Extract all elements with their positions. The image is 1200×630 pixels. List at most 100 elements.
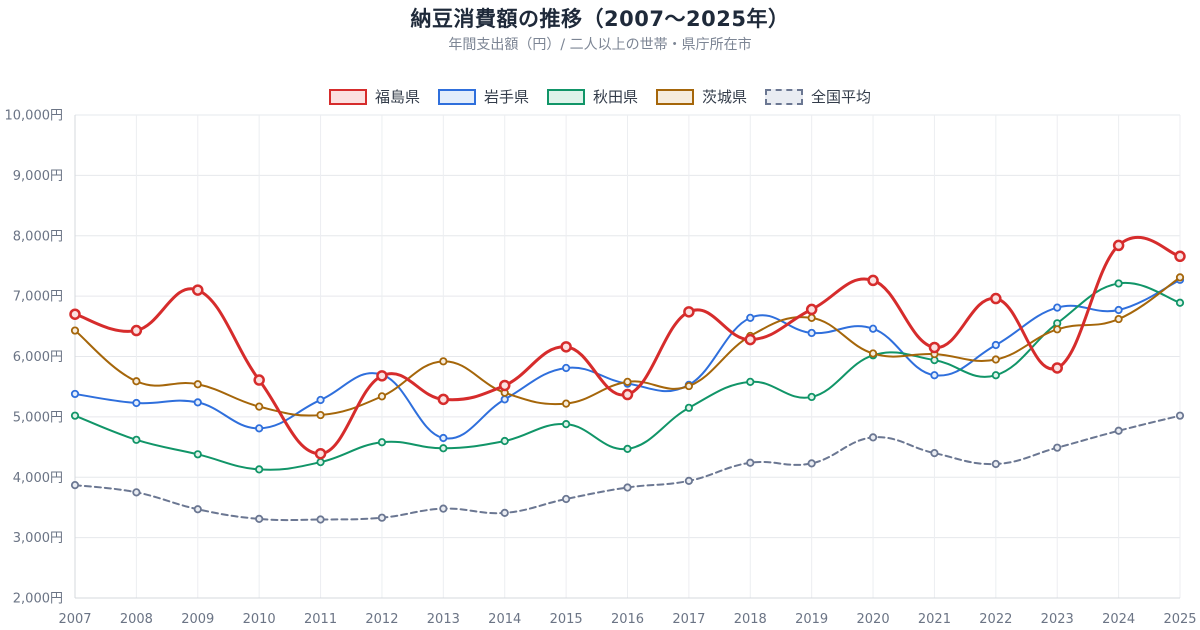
data-point[interactable] [930, 371, 939, 380]
legend-item-1[interactable]: 岩手県 [437, 86, 529, 107]
data-point[interactable] [807, 459, 816, 468]
data-point[interactable] [69, 308, 81, 320]
data-point[interactable] [683, 306, 695, 318]
data-point[interactable] [684, 403, 693, 412]
data-point[interactable] [562, 363, 571, 373]
data-point[interactable] [990, 292, 1002, 305]
data-point[interactable] [70, 480, 80, 490]
data-point[interactable] [930, 448, 939, 458]
legend-item-2[interactable]: 秋田県 [546, 86, 638, 107]
data-point[interactable] [70, 326, 80, 335]
data-point[interactable] [684, 476, 693, 485]
data-point[interactable] [255, 465, 264, 474]
data-point[interactable] [255, 424, 264, 433]
data-point[interactable] [377, 438, 387, 447]
data-point[interactable] [132, 398, 141, 408]
chart-legend: 福島県 岩手県 秋田県 茨城県 全国平均 [0, 86, 1200, 107]
data-point[interactable] [867, 274, 879, 287]
data-point[interactable] [991, 355, 1000, 364]
data-point[interactable] [623, 444, 632, 453]
data-point[interactable] [437, 393, 450, 406]
legend-item-4[interactable]: 全国平均 [765, 86, 871, 107]
data-point[interactable] [193, 398, 202, 407]
legend-label: 茨城県 [702, 88, 748, 106]
data-point[interactable] [439, 504, 448, 513]
data-point[interactable] [316, 515, 325, 524]
data-point[interactable] [621, 388, 634, 401]
data-point[interactable] [1053, 325, 1062, 334]
data-point[interactable] [562, 399, 571, 408]
legend-swatch [328, 88, 367, 105]
x-tick-label: 2021 [918, 612, 951, 627]
data-point[interactable] [805, 303, 818, 316]
data-point[interactable] [562, 420, 571, 429]
data-point[interactable] [746, 377, 755, 386]
data-point[interactable] [560, 341, 572, 353]
data-point[interactable] [132, 435, 141, 444]
data-point[interactable] [1114, 426, 1123, 435]
data-point[interactable] [1175, 298, 1185, 307]
data-point[interactable] [316, 458, 325, 467]
data-point[interactable] [439, 433, 448, 443]
data-point[interactable] [193, 450, 202, 459]
data-point[interactable] [746, 458, 755, 467]
data-point[interactable] [376, 370, 388, 382]
data-point[interactable] [991, 371, 1000, 380]
data-point[interactable] [1114, 314, 1123, 324]
data-point[interactable] [868, 324, 878, 333]
data-point[interactable] [255, 402, 264, 411]
data-point[interactable] [1114, 279, 1123, 288]
data-point[interactable] [1051, 362, 1063, 374]
legend-label: 岩手県 [483, 88, 529, 106]
data-point[interactable] [500, 436, 509, 446]
data-point[interactable] [377, 392, 387, 401]
x-tick-label: 2022 [979, 612, 1012, 627]
data-point[interactable] [70, 389, 80, 399]
legend-item-3[interactable]: 茨城県 [656, 86, 747, 107]
legend-swatch [437, 88, 476, 105]
data-point[interactable] [1175, 411, 1185, 420]
data-point[interactable] [130, 324, 143, 337]
data-point[interactable] [500, 395, 509, 404]
data-point[interactable] [192, 284, 204, 296]
data-point[interactable] [498, 379, 511, 392]
data-point[interactable] [623, 483, 632, 492]
data-point[interactable] [868, 433, 878, 442]
data-point[interactable] [377, 513, 387, 522]
data-point[interactable] [1174, 250, 1186, 263]
data-point[interactable] [868, 349, 878, 358]
data-point[interactable] [1114, 305, 1123, 315]
data-point[interactable] [316, 410, 325, 420]
data-point[interactable] [193, 380, 202, 389]
data-point[interactable] [1053, 443, 1062, 452]
data-point[interactable] [439, 444, 448, 453]
data-point[interactable] [623, 377, 632, 386]
data-point[interactable] [746, 313, 755, 322]
data-point[interactable] [807, 392, 816, 402]
data-point[interactable] [684, 381, 693, 391]
data-point[interactable] [744, 333, 757, 346]
data-point[interactable] [991, 459, 1000, 469]
data-point[interactable] [1175, 273, 1185, 282]
data-point[interactable] [1112, 239, 1125, 252]
data-point[interactable] [70, 411, 80, 420]
legend-item-0[interactable]: 福島県 [328, 86, 420, 107]
data-point[interactable] [928, 341, 941, 354]
data-point[interactable] [807, 328, 816, 338]
data-point[interactable] [1053, 303, 1062, 312]
data-point[interactable] [132, 488, 141, 497]
data-point[interactable] [132, 377, 141, 386]
x-tick-label: 2007 [58, 612, 91, 627]
data-point[interactable] [807, 313, 816, 322]
data-point[interactable] [314, 447, 327, 460]
data-point[interactable] [991, 340, 1000, 350]
data-point[interactable] [316, 395, 325, 405]
data-point[interactable] [253, 374, 265, 386]
data-point[interactable] [562, 494, 571, 504]
data-point[interactable] [193, 505, 202, 514]
x-tick-label: 2009 [181, 612, 214, 627]
data-point[interactable] [255, 514, 264, 524]
data-point[interactable] [439, 357, 448, 366]
data-point[interactable] [500, 508, 509, 517]
